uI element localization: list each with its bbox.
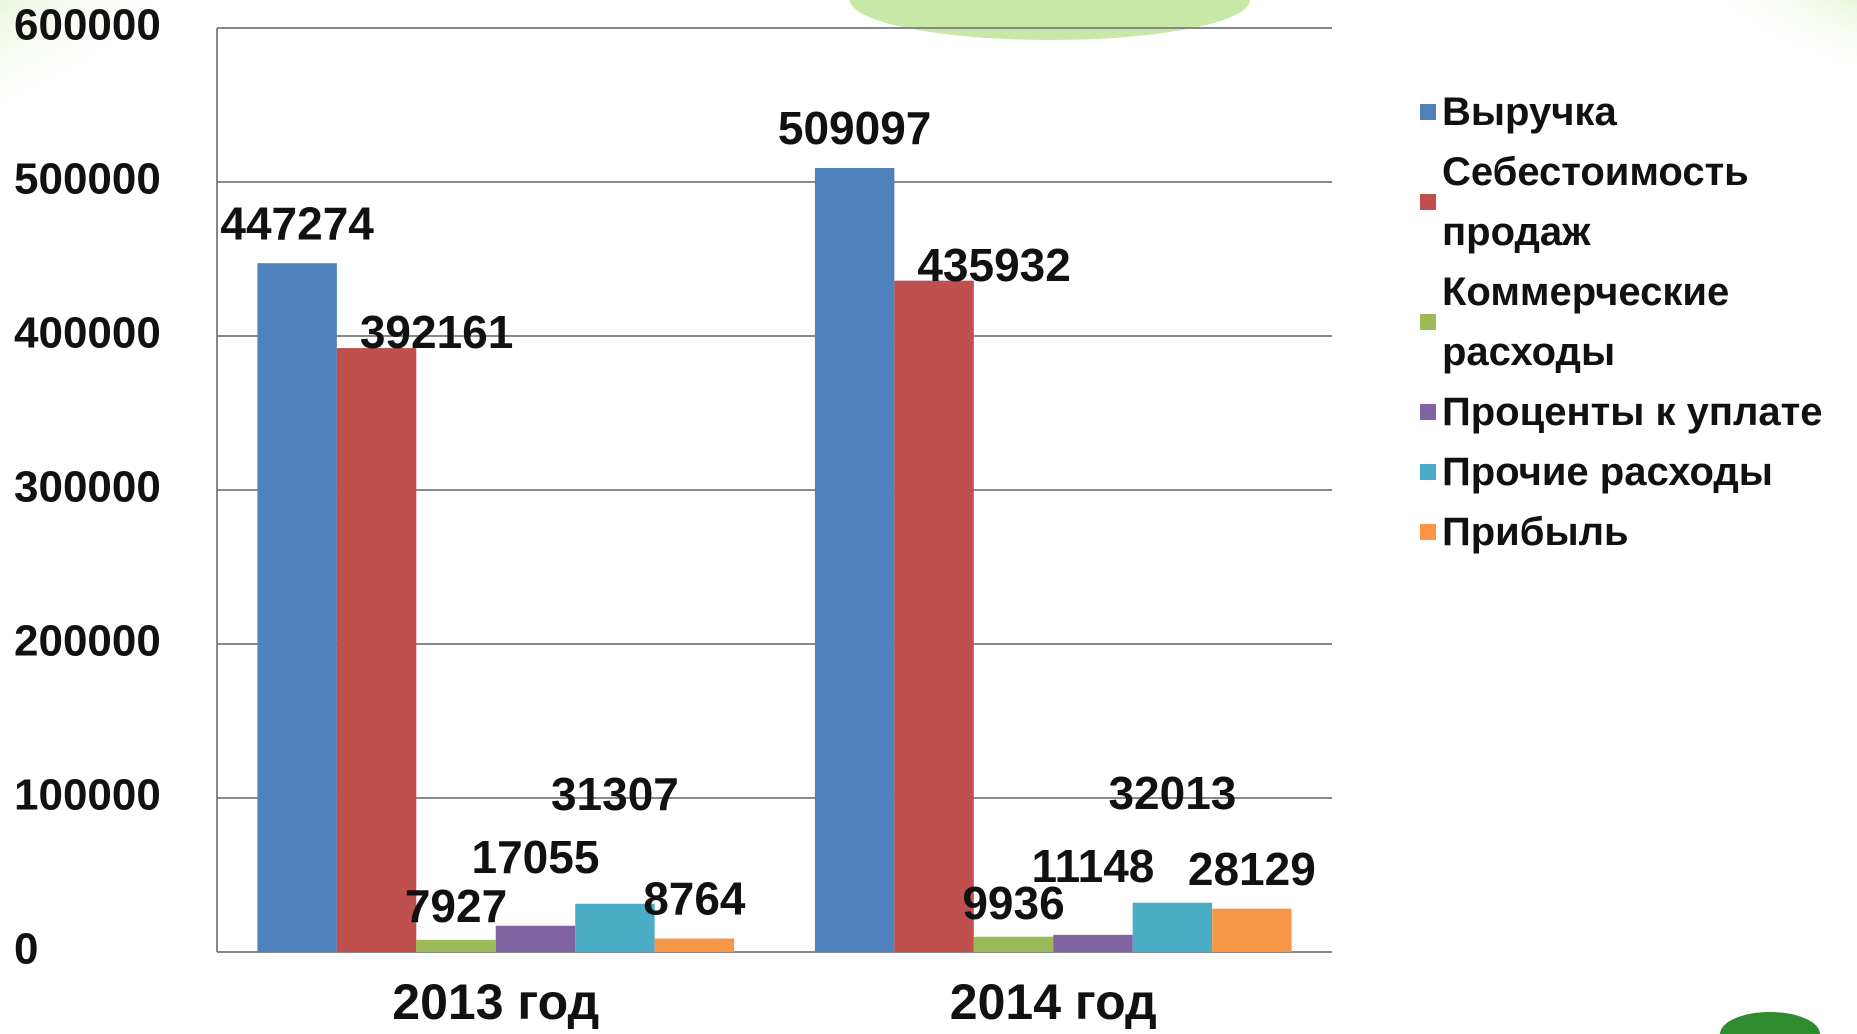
bar <box>416 940 495 952</box>
legend-label: Себестоимость продаж <box>1442 142 1850 262</box>
legend-swatch <box>1420 314 1436 330</box>
decoration <box>1720 1012 1820 1034</box>
y-tick-label: 400000 <box>14 309 161 358</box>
data-label: 509097 <box>778 102 932 154</box>
legend-item: Выручка <box>1420 82 1850 142</box>
y-tick-label: 600000 <box>14 1 161 50</box>
legend-label: Проценты к уплате <box>1442 382 1823 442</box>
legend-item: Прибыль <box>1420 502 1850 562</box>
data-label: 8764 <box>643 873 746 925</box>
legend-swatch <box>1420 104 1436 120</box>
bar <box>974 937 1053 952</box>
y-tick-label: 0 <box>14 925 38 974</box>
legend-swatch <box>1420 464 1436 480</box>
data-label: 32013 <box>1108 767 1236 819</box>
data-label: 447274 <box>220 197 374 249</box>
legend-label: Прибыль <box>1442 502 1629 562</box>
bar <box>815 168 894 952</box>
data-label: 31307 <box>551 768 679 820</box>
y-tick-label: 500000 <box>14 155 161 204</box>
data-label: 7927 <box>405 880 507 932</box>
data-label: 11148 <box>1032 840 1155 892</box>
legend-item: Проценты к уплате <box>1420 382 1850 442</box>
bar <box>1212 909 1291 952</box>
y-tick-label: 300000 <box>14 463 161 512</box>
bar <box>655 939 734 952</box>
legend-label: Выручка <box>1442 82 1617 142</box>
data-label: 392161 <box>360 306 514 358</box>
legend-label: Коммерческие расходы <box>1442 262 1850 382</box>
legend-label: Прочие расходы <box>1442 442 1773 502</box>
legend-item: Коммерческие расходы <box>1420 262 1850 382</box>
x-tick-label: 2013 год <box>392 974 599 1030</box>
bar <box>1053 935 1132 952</box>
page: 0 100000 200000 300000 400000 500000 600000 201… <box>0 0 1857 1034</box>
data-label: 435932 <box>917 239 1071 291</box>
y-tick-label: 200000 <box>14 617 161 666</box>
x-tick-label: 2014 год <box>950 974 1157 1030</box>
decoration <box>850 0 1250 40</box>
bar <box>257 263 336 952</box>
legend-swatch <box>1420 524 1436 540</box>
bar <box>894 281 973 952</box>
data-label: 17055 <box>472 831 600 883</box>
legend-swatch <box>1420 404 1436 420</box>
legend-item: Прочие расходы <box>1420 442 1850 502</box>
bar <box>496 926 575 952</box>
legend-swatch <box>1420 194 1436 210</box>
y-tick-label: 100000 <box>14 771 161 820</box>
legend-item: Себестоимость продаж <box>1420 142 1850 262</box>
bar <box>337 348 416 952</box>
bar <box>1133 903 1212 952</box>
data-label: 28129 <box>1188 843 1316 895</box>
